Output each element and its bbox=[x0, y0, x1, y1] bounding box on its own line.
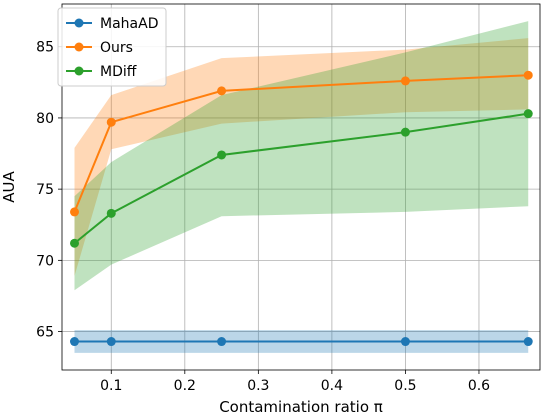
legend-marker-mahaad bbox=[74, 18, 84, 28]
point-mdiff bbox=[400, 127, 410, 137]
legend-box bbox=[57, 7, 167, 87]
point-mahaad bbox=[400, 337, 410, 347]
legend-marker-ours bbox=[74, 42, 84, 52]
legend-marker-mdiff bbox=[74, 66, 84, 76]
x-tick-label: 0.2 bbox=[174, 378, 196, 394]
point-mdiff bbox=[106, 208, 116, 218]
legend-label-ours: Ours bbox=[100, 40, 133, 56]
y-tick-label: 85 bbox=[36, 40, 54, 56]
point-mdiff bbox=[70, 238, 80, 248]
y-tick-label: 75 bbox=[36, 182, 54, 198]
point-mdiff bbox=[217, 150, 227, 160]
legend-label-mdiff: MDiff bbox=[100, 64, 137, 80]
x-tick-label: 0.5 bbox=[394, 378, 416, 394]
series-points bbox=[70, 70, 533, 347]
y-tick-label: 65 bbox=[36, 325, 54, 341]
point-ours bbox=[70, 207, 80, 217]
x-tick-label: 0.6 bbox=[468, 378, 490, 394]
point-ours bbox=[523, 70, 533, 80]
y-tick-label: 70 bbox=[36, 253, 54, 269]
band-ours bbox=[74, 38, 529, 277]
point-mdiff bbox=[523, 109, 533, 119]
point-ours bbox=[400, 76, 410, 86]
point-ours bbox=[217, 86, 227, 96]
x-axis-label: Contamination ratio π bbox=[219, 398, 383, 416]
y-tick-label: 80 bbox=[36, 111, 54, 127]
x-tick-label: 0.3 bbox=[247, 378, 269, 394]
point-mahaad bbox=[523, 337, 533, 347]
x-tick-label: 0.4 bbox=[321, 378, 343, 394]
band-mdiff bbox=[74, 21, 529, 291]
legend-label-mahaad: MahaAD bbox=[100, 16, 158, 32]
x-tick-label: 0.1 bbox=[100, 378, 122, 394]
point-ours bbox=[106, 117, 116, 127]
plot-frame bbox=[61, 3, 541, 371]
legend: MahaAD Ours MDiff bbox=[57, 7, 167, 87]
axis-ticks: 0.1 0.2 0.3 0.4 0.5 0.6 65 70 75 80 85 bbox=[36, 40, 490, 394]
point-mahaad bbox=[106, 337, 116, 347]
point-mahaad bbox=[217, 337, 227, 347]
point-mahaad bbox=[70, 337, 80, 347]
y-axis-label: AUA bbox=[0, 171, 18, 203]
